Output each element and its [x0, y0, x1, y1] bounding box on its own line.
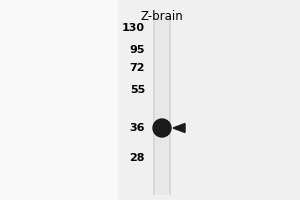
Bar — [155, 15, 169, 195]
Text: Z-brain: Z-brain — [141, 10, 183, 23]
Text: 95: 95 — [130, 45, 145, 55]
Bar — [0, 0, 118, 200]
Text: 72: 72 — [130, 63, 145, 73]
Ellipse shape — [153, 119, 171, 137]
Bar — [118, 0, 300, 200]
Text: 130: 130 — [122, 23, 145, 33]
Text: 36: 36 — [130, 123, 145, 133]
Polygon shape — [173, 123, 185, 132]
Text: 28: 28 — [130, 153, 145, 163]
Bar — [153, 15, 171, 195]
Text: 55: 55 — [130, 85, 145, 95]
